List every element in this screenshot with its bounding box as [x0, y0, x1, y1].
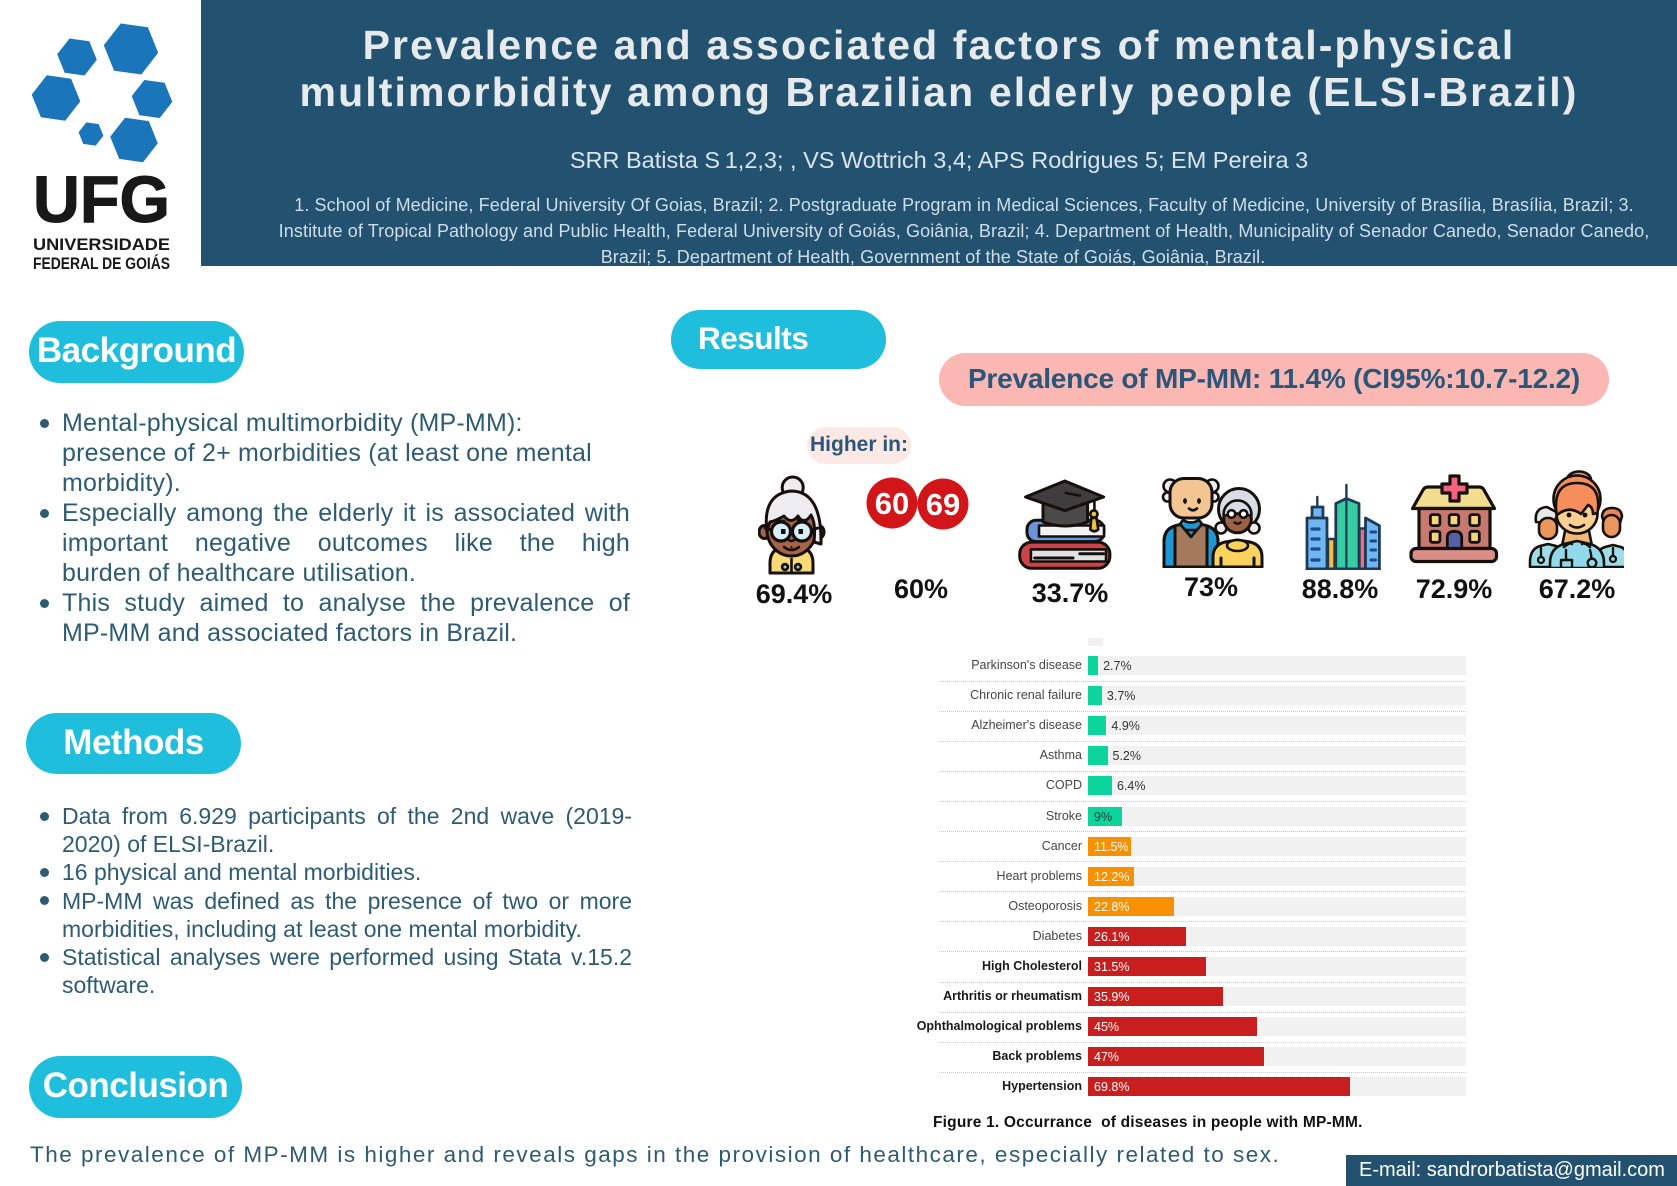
svg-text:UNIVERSIDADE: UNIVERSIDADE [33, 235, 170, 254]
svg-text:60: 60 [875, 486, 909, 521]
svg-text:69: 69 [926, 487, 960, 522]
svg-text:UFG: UFG [33, 162, 170, 236]
svg-text:FEDERAL DE GOIÁS: FEDERAL DE GOIÁS [33, 254, 170, 273]
